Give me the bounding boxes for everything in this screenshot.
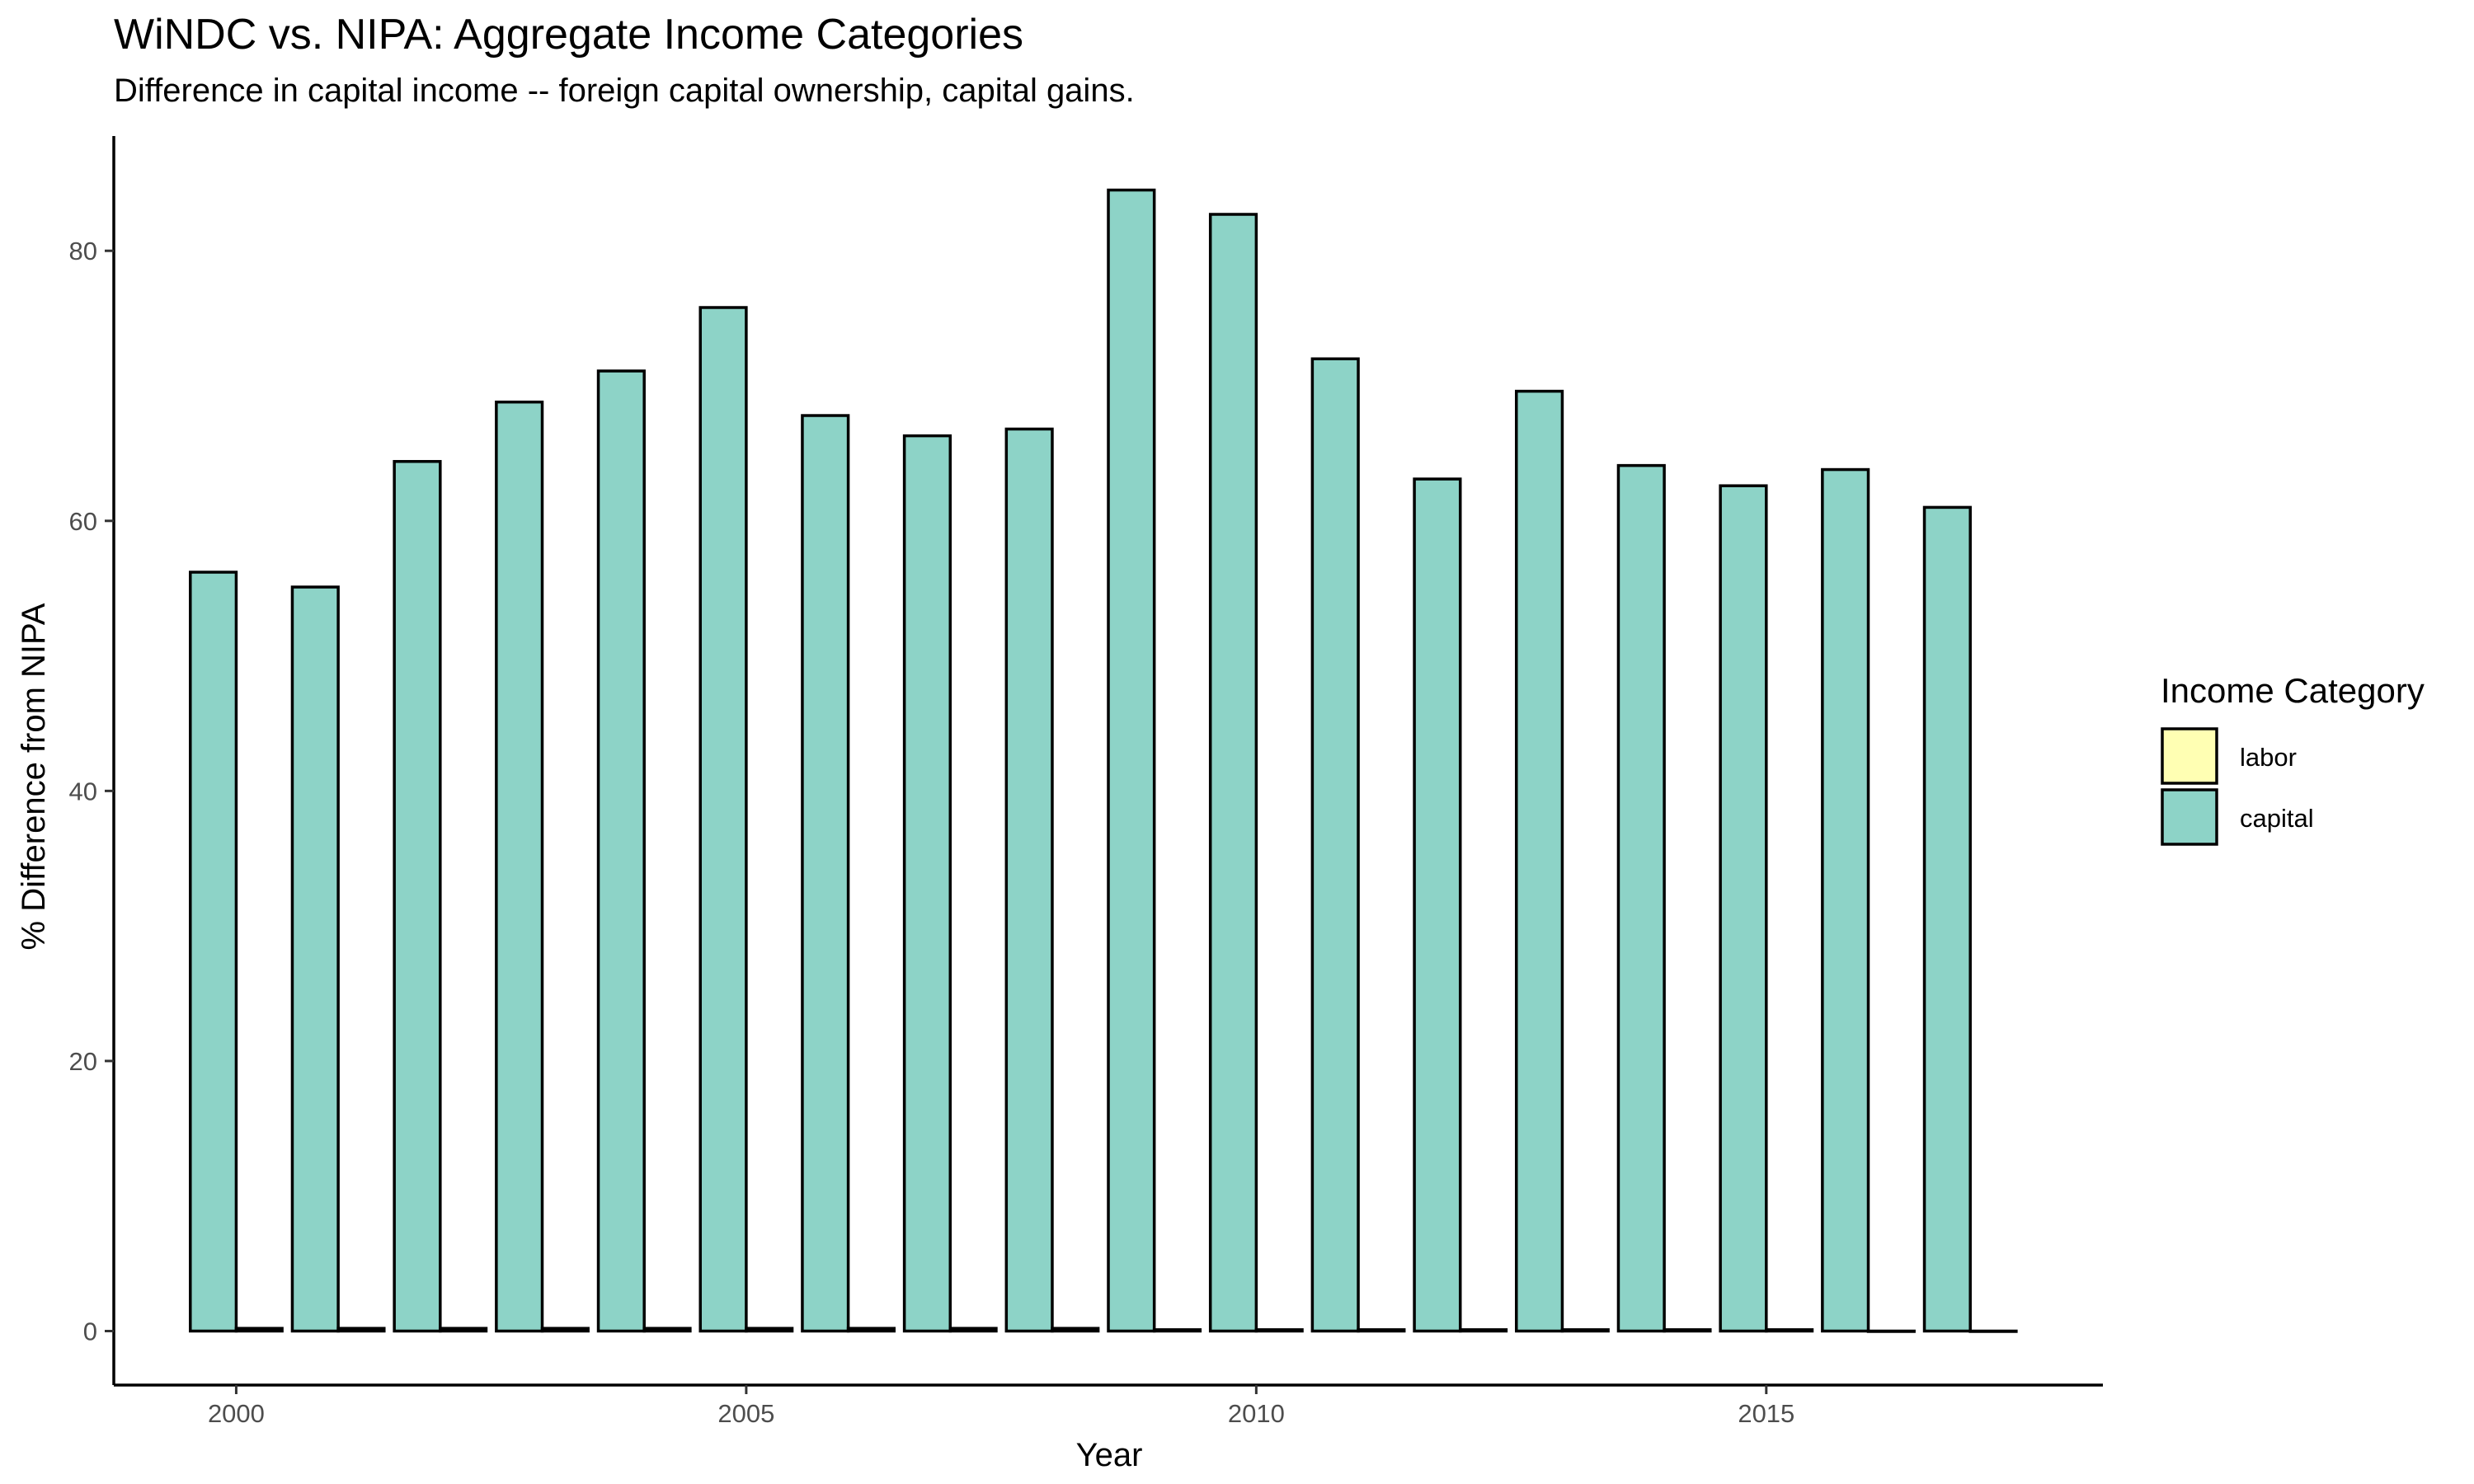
y-tick-label: 60 bbox=[69, 507, 97, 536]
bar-labor-2005 bbox=[745, 1327, 794, 1333]
bar-labor-2008 bbox=[1051, 1327, 1100, 1333]
bar-labor-2004 bbox=[642, 1327, 692, 1333]
y-tick-label: 80 bbox=[69, 237, 97, 265]
bar-labor-2001 bbox=[336, 1327, 386, 1333]
axes-layer: 0 20 40 60 80 2000 2005 2010 2015 bbox=[69, 136, 2103, 1428]
bars-layer bbox=[189, 188, 2018, 1333]
bar-capital-2010 bbox=[1208, 213, 1258, 1333]
legend-key-capital bbox=[2161, 788, 2218, 846]
x-tick-label: 2000 bbox=[208, 1399, 265, 1428]
bar-labor-2007 bbox=[948, 1327, 998, 1333]
legend-label-capital: capital bbox=[2240, 804, 2314, 833]
x-tick-label: 2015 bbox=[1738, 1399, 1794, 1428]
bar-capital-2013 bbox=[1515, 389, 1564, 1333]
bar-labor-2000 bbox=[234, 1327, 284, 1333]
legend-title: Income Category bbox=[2161, 671, 2425, 710]
bar-capital-2008 bbox=[1004, 427, 1054, 1333]
y-tick-label: 40 bbox=[69, 777, 97, 805]
bar-labor-2010 bbox=[1254, 1328, 1304, 1333]
x-tick-label: 2005 bbox=[717, 1399, 774, 1428]
bar-labor-2012 bbox=[1458, 1328, 1508, 1333]
bar-capital-2009 bbox=[1107, 188, 1156, 1333]
bar-labor-2014 bbox=[1663, 1328, 1712, 1333]
bar-capital-2004 bbox=[596, 369, 646, 1333]
legend-key-labor bbox=[2161, 727, 2218, 785]
bar-labor-2015 bbox=[1765, 1328, 1814, 1333]
bar-capital-2006 bbox=[801, 414, 850, 1333]
bar-capital-2003 bbox=[495, 400, 544, 1333]
x-axis-title: Year bbox=[1076, 1437, 1143, 1473]
legend: Income Category labor capital bbox=[2161, 671, 2425, 846]
bar-capital-2000 bbox=[189, 571, 238, 1333]
x-tick-label: 2010 bbox=[1228, 1399, 1285, 1428]
bar-capital-2017 bbox=[1922, 505, 1972, 1333]
bar-labor-2006 bbox=[846, 1327, 896, 1333]
bar-capital-2007 bbox=[902, 434, 952, 1333]
bar-labor-2013 bbox=[1560, 1328, 1610, 1333]
y-axis-title: % Difference from NIPA bbox=[16, 603, 52, 950]
y-tick-label: 0 bbox=[83, 1317, 97, 1345]
bar-capital-2005 bbox=[698, 306, 748, 1333]
bar-labor-2011 bbox=[1357, 1328, 1406, 1333]
bar-capital-2015 bbox=[1719, 484, 1768, 1333]
bar-capital-2011 bbox=[1310, 357, 1360, 1333]
bar-capital-2012 bbox=[1413, 477, 1462, 1333]
legend-items: labor capital bbox=[2161, 727, 2314, 846]
bar-labor-2002 bbox=[439, 1327, 488, 1333]
y-tick-label: 20 bbox=[69, 1047, 97, 1076]
bar-capital-2016 bbox=[1821, 467, 1870, 1333]
bar-capital-2014 bbox=[1616, 463, 1666, 1333]
legend-label-labor: labor bbox=[2240, 743, 2297, 772]
bar-labor-2003 bbox=[540, 1327, 590, 1333]
bar-labor-2009 bbox=[1152, 1328, 1202, 1333]
bar-capital-2002 bbox=[393, 459, 442, 1333]
chart-subtitle: Difference in capital income -- foreign … bbox=[114, 73, 1135, 109]
bar-capital-2001 bbox=[290, 585, 340, 1333]
chart-title: WiNDC vs. NIPA: Aggregate Income Categor… bbox=[114, 11, 1024, 59]
